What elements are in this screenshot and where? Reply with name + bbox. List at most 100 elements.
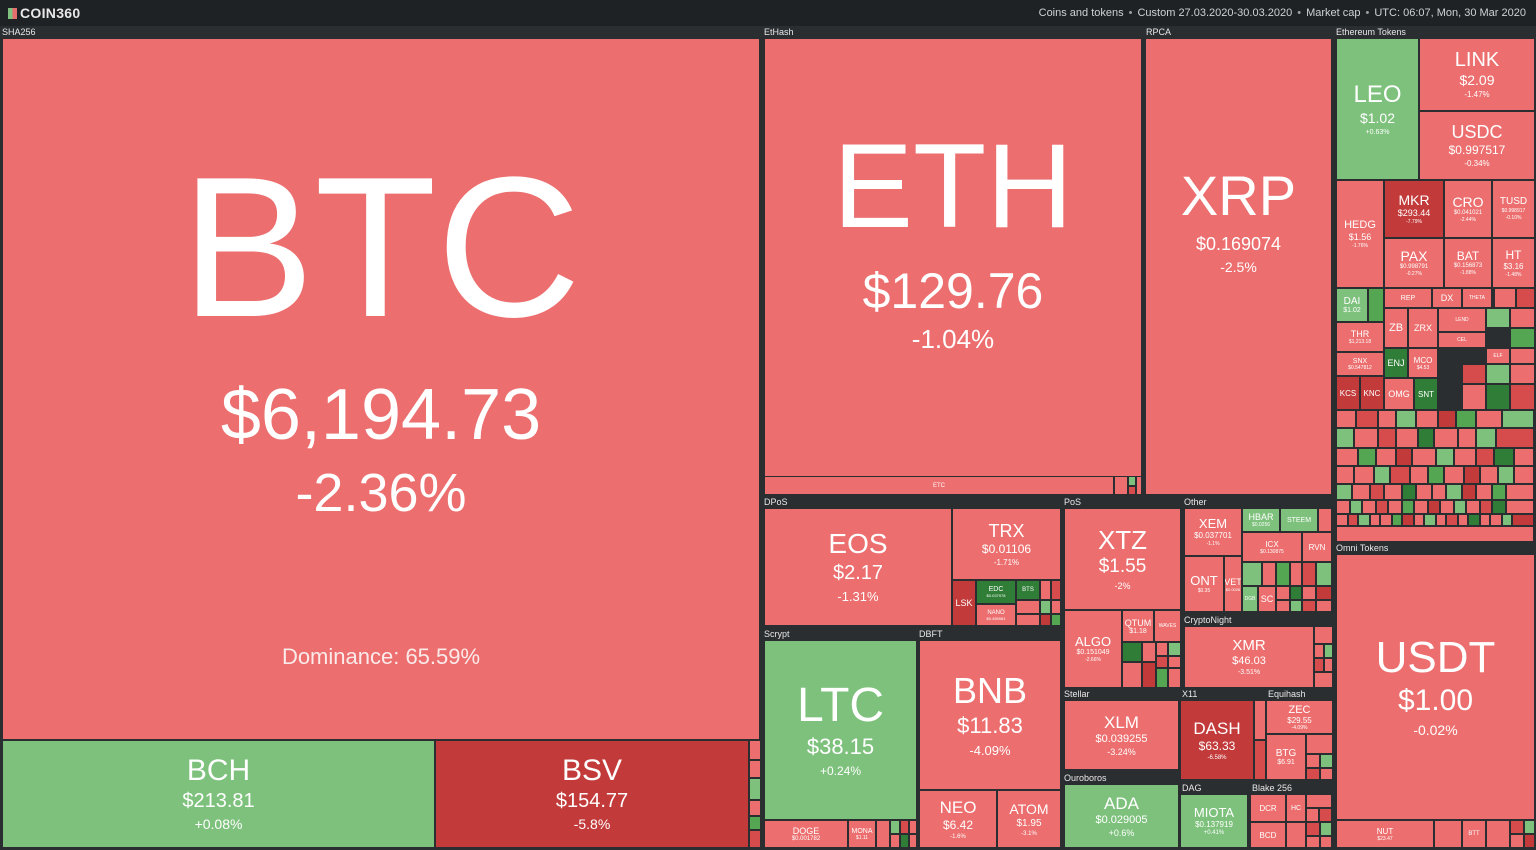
coin-tile-sc[interactable]: SC [1258, 586, 1276, 612]
coin-tile-lsk[interactable]: LSK [952, 580, 976, 626]
coin-tile-nut[interactable]: NUT $23.47 [1336, 820, 1434, 848]
coin-change: -0.27% [1406, 271, 1422, 277]
coin-tile-bsv[interactable]: BSV $154.77 -5.8% [435, 740, 749, 848]
coin-price: $6.42 [942, 817, 974, 832]
coin-tile-mkr[interactable]: MKR $293.44 -7.79% [1384, 180, 1444, 238]
period-filter[interactable]: Custom 27.03.2020-30.03.2020 [1137, 7, 1293, 19]
coin-symbol: DGB [1244, 596, 1256, 602]
coin-tile-eos[interactable]: EOS $2.17 -1.31% [764, 508, 952, 626]
coin-tile-zrx[interactable]: ZRX [1408, 308, 1438, 348]
coin-symbol: THR [1350, 328, 1370, 339]
coin-tile-knc[interactable]: KNC [1360, 376, 1384, 410]
coin-tile-rep[interactable]: REP [1384, 288, 1432, 308]
small-tokens-mosaic [1434, 820, 1535, 848]
coin-tile-bts[interactable]: BTS [1016, 580, 1040, 600]
coin-tile-dai[interactable]: DAI $1.02 [1336, 288, 1368, 322]
coin-tile-tusd[interactable]: TUSD $0.998917 -0.10% [1492, 180, 1535, 238]
coin-tile-btc[interactable]: BTC $6,194.73 -2.36% Dominance: 65.59% [2, 38, 760, 740]
coin-change: -0.10% [1505, 215, 1522, 221]
coin-tile-cro[interactable]: CRO $0.041021 -2.44% [1444, 180, 1492, 238]
coin-change: -1.31% [837, 589, 879, 604]
small-coins-mosaic [1318, 508, 1332, 532]
coin-tile-cel[interactable]: CEL [1438, 332, 1486, 348]
coin-tile-bch[interactable]: BCH $213.81 +0.08% [2, 740, 435, 848]
coin-tile-bnb[interactable]: BNB $11.83 -4.09% [919, 640, 1061, 790]
coin-tile-bcd[interactable]: BCD [1250, 822, 1286, 848]
coin-tile-waves[interactable]: WAVES [1154, 610, 1181, 642]
coin-price: $1.02 [1343, 306, 1361, 314]
coin-tile-elf[interactable]: ELF [1486, 348, 1510, 364]
coin-tile-xrp[interactable]: XRP $0.169074 -2.5% [1145, 38, 1332, 495]
coin-tile-dcr[interactable]: DCR [1250, 794, 1286, 822]
coin-tile-lend[interactable]: LEND [1438, 308, 1486, 332]
group-omni-tokens: Omni Tokens USDT $1.00 -0.02% NUT $23.47… [1334, 542, 1536, 850]
coin-price: $23.47 [1377, 835, 1393, 842]
coin-tile-xem[interactable]: XEM $0.037701 -1.1% [1184, 508, 1242, 556]
coin-tile-ltc[interactable]: LTC $38.15 +0.24% [764, 640, 917, 820]
coin-tile-icx[interactable]: ICX $0.130875 [1242, 532, 1302, 562]
coin-tile-mona[interactable]: MONA $1.11 [848, 820, 876, 848]
coin-tile-usdt[interactable]: USDT $1.00 -0.02% [1336, 554, 1535, 820]
coin-tile-doge[interactable]: DOGE $0.001782 [764, 820, 848, 848]
coin-tile-bat[interactable]: BAT $0.156873 -1.88% [1444, 238, 1492, 288]
coin-tile-kcs[interactable]: KCS [1336, 376, 1360, 410]
coin-tile-vet[interactable]: VET $0.0026 [1224, 556, 1242, 612]
coin-tile-miota[interactable]: MIOTA $0.137919 +0.41% [1180, 794, 1248, 848]
coin-change: -3.51% [1237, 669, 1261, 676]
coin-tile-qtum[interactable]: QTUM $1.18 [1122, 610, 1154, 642]
coin-tile-zb[interactable]: ZB [1384, 308, 1408, 348]
coin-tile-ht[interactable]: HT $3.16 -1.48% [1492, 238, 1535, 288]
coin-tile-dgb[interactable]: DGB [1242, 586, 1258, 612]
coin-tile-zec[interactable]: ZEC $29.55 -4.09% [1266, 700, 1333, 734]
coin-tile-btg[interactable]: BTG $6.91 [1266, 734, 1306, 780]
coin-tile-dx[interactable]: DX [1432, 288, 1462, 308]
coin-tile-xlm[interactable]: XLM $0.039255 -3.24% [1064, 700, 1179, 770]
coin-symbol: HT [1505, 247, 1522, 262]
coin-price: $0.0256 [1251, 522, 1271, 528]
coin-tile-xmr[interactable]: XMR $46.03 -3.51% [1184, 626, 1314, 688]
coin-tile-enj[interactable]: ENJ [1384, 348, 1408, 378]
group-dag: DAG MIOTA $0.137919 +0.41% [1180, 782, 1250, 850]
metric-filter[interactable]: Market cap [1306, 7, 1361, 19]
coin-tile-link[interactable]: LINK $2.09 -1.47% [1419, 38, 1535, 111]
coin-tile-trx[interactable]: TRX $0.01106 -1.71% [952, 508, 1061, 580]
coin-change: -1.71% [993, 557, 1020, 567]
coin-tile-atom[interactable]: ATOM $1.95 -3.1% [997, 790, 1061, 848]
coin-tile-eth[interactable]: ETH $129.76 -1.04% [764, 38, 1142, 482]
coin-tile-snx[interactable]: SNX $0.547812 [1336, 352, 1384, 376]
coin-tile-leo[interactable]: LEO $1.02 +0.63% [1336, 38, 1419, 180]
coin-tile-neo[interactable]: NEO $6.42 -1.6% [919, 790, 997, 848]
coin-tile-xtz[interactable]: XTZ $1.55 -2% [1064, 508, 1181, 610]
coins-filter[interactable]: Coins and tokens [1038, 7, 1124, 19]
coin-price: $0.455981 [986, 615, 1006, 621]
coin-tile-usdc[interactable]: USDC $0.997517 -0.34% [1419, 111, 1535, 180]
coin-price: $0.35 [1197, 588, 1211, 594]
coin-tile-btt[interactable]: BTT [1462, 820, 1486, 848]
coin-tile-etc[interactable]: ETC [764, 476, 1114, 495]
coin-tile-omg[interactable]: OMG [1384, 378, 1414, 410]
coin-tile-thr[interactable]: THR $1,213.18 [1336, 322, 1384, 352]
coin-tile-pax[interactable]: PAX $0.998791 -0.27% [1384, 238, 1444, 288]
coin-symbol: BTT [1468, 831, 1480, 837]
coin-change: -1.76% [1352, 242, 1368, 249]
coin-tile-steem[interactable]: STEEM [1280, 508, 1318, 532]
coin-tile-ada[interactable]: ADA $0.029005 +0.6% [1064, 784, 1179, 848]
coin-tile-snt[interactable]: SNT [1414, 378, 1438, 410]
coin-tile-hc[interactable]: HC [1286, 794, 1306, 822]
coin-tile-dash[interactable]: DASH $63.33 -6.58% [1180, 700, 1254, 780]
group-label: Other [1184, 497, 1207, 507]
coin-tile-algo[interactable]: ALGO $0.151049 -2.66% [1064, 610, 1122, 688]
coin-tile-ont[interactable]: ONT $0.35 [1184, 556, 1224, 612]
coin-symbol: MONA [851, 827, 873, 835]
small-coins-mosaic [1016, 580, 1061, 626]
coin-change: -0.02% [1413, 722, 1458, 738]
coin-tile-mco[interactable]: MCO $4.53 [1408, 348, 1438, 378]
coin-tile-hbar[interactable]: HBAR $0.0256 [1242, 508, 1280, 532]
coin360-logo[interactable]: COIN360 [8, 5, 80, 21]
logo-text: COIN360 [20, 5, 81, 21]
coin-tile-hedg[interactable]: HEDG $1.56 -1.76% [1336, 180, 1384, 288]
coin-tile-theta[interactable]: THETA [1462, 288, 1492, 308]
coin-tile-nano[interactable]: NANO $0.455981 [976, 604, 1016, 626]
coin-tile-edc[interactable]: EDC $0.037978 [976, 580, 1016, 604]
coin-tile-rvn[interactable]: RVN [1302, 532, 1332, 562]
